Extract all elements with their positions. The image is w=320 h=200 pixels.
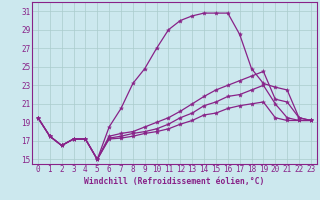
X-axis label: Windchill (Refroidissement éolien,°C): Windchill (Refroidissement éolien,°C) [84, 177, 265, 186]
